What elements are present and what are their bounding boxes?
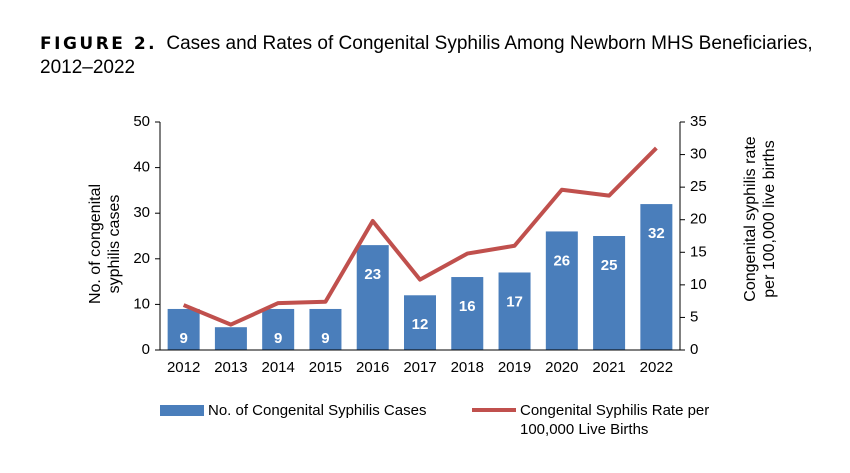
bar <box>404 295 436 350</box>
data-label: 32 <box>648 225 665 242</box>
data-label: 5 <box>227 348 235 365</box>
legend-label: Congenital Syphilis Rate per 100,000 Liv… <box>520 402 710 438</box>
y2-tick-label: 15 <box>690 243 707 260</box>
bar <box>309 308 342 350</box>
bar <box>167 308 200 350</box>
y2-tick-label: 0 <box>690 341 698 358</box>
x-tick-label: 2015 <box>309 359 342 376</box>
y2-tick-label: 5 <box>690 308 698 325</box>
x-tick-label: 2019 <box>498 359 531 376</box>
bar <box>262 308 295 350</box>
y2-tick-label: 30 <box>690 146 707 163</box>
y-tick-label: 0 <box>142 341 150 358</box>
y-tick-label: 40 <box>133 159 150 176</box>
bar <box>214 327 247 350</box>
bar <box>545 231 578 350</box>
x-tick-label: 2021 <box>592 359 625 376</box>
x-tick-label: 2022 <box>640 359 673 376</box>
x-tick-label: 2016 <box>356 359 389 376</box>
data-label: 26 <box>553 252 570 269</box>
data-label: 25 <box>601 257 618 274</box>
title-text: Cases and Rates of Congenital Syphilis A… <box>40 33 813 78</box>
x-tick-label: 2014 <box>261 359 294 376</box>
data-label: 23 <box>364 266 381 283</box>
y-tick-label: 10 <box>133 295 150 312</box>
y-tick-label: 50 <box>133 113 150 130</box>
y2-tick-label: 25 <box>690 178 707 195</box>
bar <box>356 245 389 350</box>
legend-label: No. of Congenital Syphilis Cases <box>208 402 427 419</box>
data-label: 9 <box>321 330 329 347</box>
y2-tick-label: 35 <box>690 113 707 130</box>
bar <box>451 277 484 350</box>
title-label: FIGURE 2. <box>40 34 158 54</box>
y-tick-label: 30 <box>133 204 150 221</box>
x-tick-label: 2018 <box>451 359 484 376</box>
chart-title: FIGURE 2. Cases and Rates of Congenital … <box>40 32 820 79</box>
x-tick-label: 2020 <box>545 359 578 376</box>
bar <box>498 272 531 350</box>
data-label: 16 <box>459 298 476 315</box>
data-label: 9 <box>179 330 187 347</box>
y2-tick-label: 10 <box>690 276 707 293</box>
x-tick-label: 2017 <box>403 359 436 376</box>
data-label: 9 <box>274 330 282 347</box>
x-tick-label: 2013 <box>214 359 247 376</box>
legend-swatch <box>160 405 204 416</box>
y2-tick-label: 20 <box>690 211 707 228</box>
bar <box>640 204 673 350</box>
x-tick-label: 2012 <box>167 359 200 376</box>
y-tick-label: 20 <box>133 250 150 267</box>
line <box>182 146 658 327</box>
data-label: 17 <box>506 293 523 310</box>
bar <box>593 236 626 350</box>
data-label: 12 <box>412 316 429 333</box>
